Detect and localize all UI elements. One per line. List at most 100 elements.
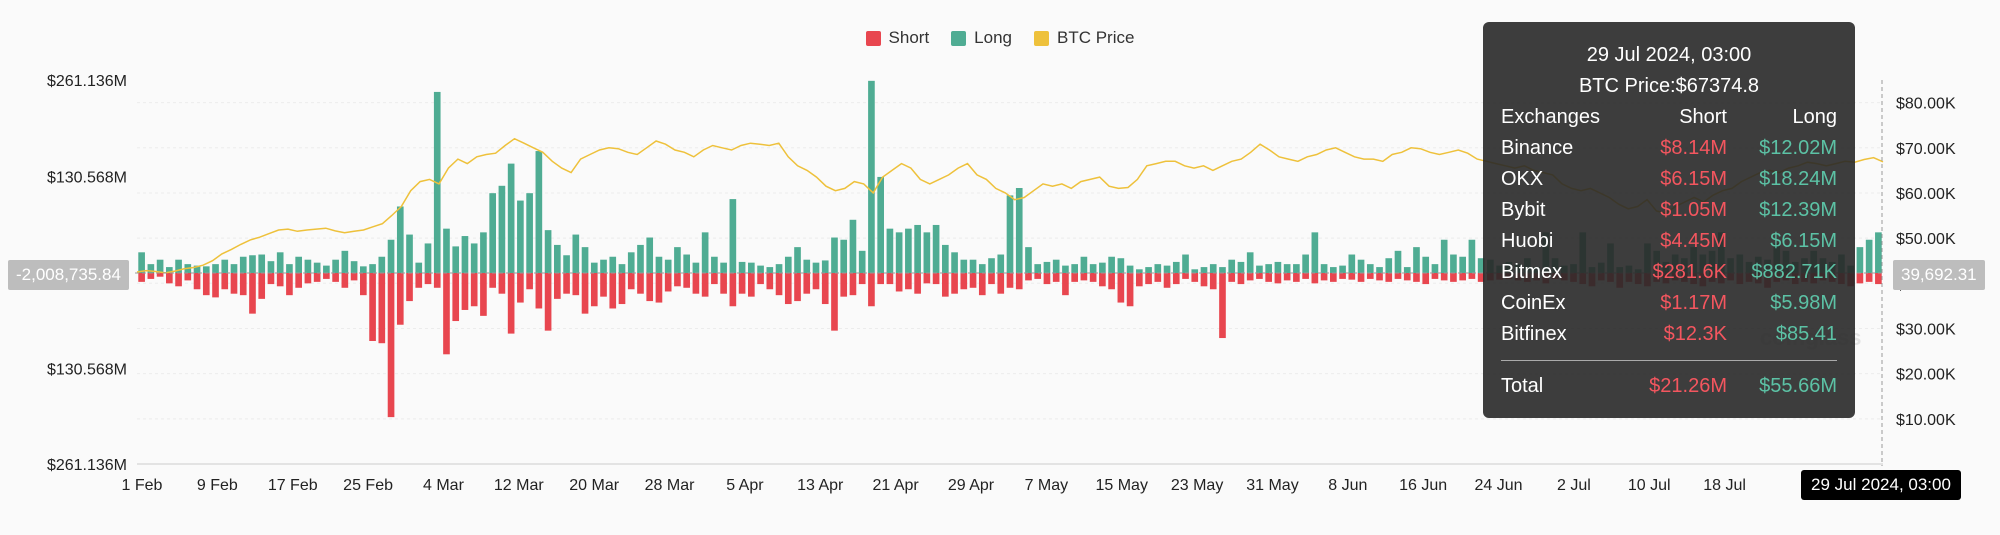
short-bar [1246,273,1254,281]
short-bar [775,273,783,296]
tooltip-long-value: $6.15M [1770,230,1837,252]
x-axis: 1 Feb 9 Feb 17 Feb 25 Feb 4 Mar 12 Mar 20 Mar 2… [122,477,1746,494]
long-bar [230,264,238,273]
right-axis-tick-label: $60.00K [1896,186,1956,203]
x-axis-tick-label: 1 Feb [122,477,163,494]
crosshair-right-value: 39,692.31 [1893,260,1985,290]
short-bar [323,273,330,279]
long-bar [766,267,774,273]
short-bar [1330,273,1337,282]
short-bar [1311,273,1319,284]
tooltip-exchange: Bitmex [1501,261,1563,283]
short-bar [1209,273,1217,290]
right-axis-tick-label: $80.00K [1896,96,1956,113]
short-bar [175,273,182,287]
long-bar [1339,265,1346,273]
short-bar [1293,273,1300,282]
legend-price[interactable]: BTC Price [1034,28,1134,48]
short-bar [895,273,903,292]
short-bar [840,273,848,297]
long-bar [286,264,293,273]
long-bar [905,228,912,273]
x-axis-tick-label: 4 Mar [423,477,465,494]
short-bar [1413,273,1420,282]
long-bar [609,256,617,273]
tooltip-exchange: OKX [1501,168,1544,190]
legend-short-swatch [865,30,881,46]
long-bar [498,185,506,273]
tooltip-exchange: Huobi [1501,230,1554,252]
short-bar [812,273,820,290]
long-bar [239,256,247,273]
short-bar [443,273,450,355]
x-axis-tick-label: 25 Feb [343,477,393,494]
crosshair-left-value: -2,008,735.84 [8,260,129,290]
short-bar [831,273,838,331]
tooltip-short-value: $1.17M [1660,292,1727,314]
legend-short[interactable]: Short [865,28,929,48]
long-bar [1440,239,1448,273]
long-bar [646,237,654,273]
short-bar [609,273,617,309]
tooltip-header-row: Exchanges Short Long [1501,102,1837,133]
x-axis-tick-label: 16 Jun [1399,477,1447,494]
long-bar [341,250,349,273]
long-bar [1219,267,1226,273]
tooltip-exchange: Bitfinex [1501,323,1567,345]
long-bar [932,224,940,273]
short-bar [295,273,302,288]
long-bar [1265,264,1272,273]
short-bar [267,273,275,285]
tooltip-row: Bitmex $281.6K $882.71K [1501,257,1837,288]
long-bar [1108,256,1115,273]
long-bar [1394,250,1402,273]
long-bar [1126,265,1134,273]
legend-long[interactable]: Long [951,28,1012,48]
short-bar [1117,273,1125,303]
short-bar [147,273,155,279]
data-tooltip: 29 Jul 2024, 03:00 BTC Price:$67374.8 Ex… [1483,22,1855,418]
tooltip-total-row: Total $21.26M $55.66M [1501,371,1837,402]
x-axis-tick-label: 7 May [1025,477,1069,494]
short-bar [498,273,506,294]
long-bar [1006,195,1014,273]
long-bar [1080,256,1088,273]
tooltip-long-value: $882.71K [1751,261,1837,283]
short-bar [1440,273,1448,281]
short-bar [627,273,635,290]
short-bar [1875,273,1882,285]
crosshair-time-label: 29 Jul 2024, 03:00 [1801,470,1961,500]
short-bar [202,273,210,296]
long-bar [507,163,515,273]
short-bar [1145,273,1152,285]
long-bar [988,258,995,273]
long-bar [1875,232,1882,273]
long-bar [1357,259,1365,273]
long-bar [821,260,829,273]
left-axis-tick-label: $130.568M [47,170,127,187]
short-bar [581,273,589,314]
short-bar [1080,273,1088,281]
long-bar [701,232,709,273]
short-bar [1339,273,1346,279]
tooltip-exchange: Bybit [1501,199,1546,221]
tooltip-total-short: $21.26M [1649,375,1727,397]
short-bar [942,273,949,297]
short-bar [239,273,247,296]
short-bar [1126,273,1134,307]
short-bar [1154,273,1162,282]
short-bar [489,273,496,288]
short-bar [683,273,690,288]
long-bar [147,264,155,273]
long-bar [544,230,552,273]
long-bar [738,261,746,273]
long-bar [1117,258,1125,273]
long-bar [1450,254,1457,273]
short-bar [313,273,321,282]
x-axis-tick-label: 2 Jul [1557,477,1591,494]
tooltip-header-long: Long [1792,106,1838,128]
x-axis-tick-label: 20 Mar [569,477,619,494]
short-bar [1182,273,1189,279]
tooltip-total-label: Total [1501,375,1544,397]
short-bar [470,273,478,307]
